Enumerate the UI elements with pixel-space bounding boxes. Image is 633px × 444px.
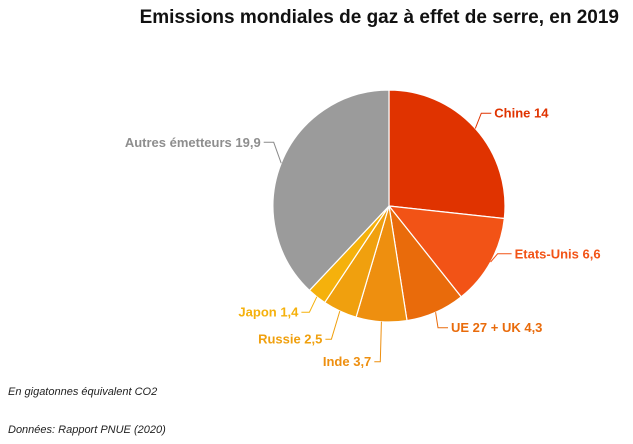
data-label-japon: Japon 1,4 <box>238 305 299 320</box>
data-label-chine: Chine 14 <box>494 106 549 121</box>
data-label-etats-unis: Etats-Unis 6,6 <box>515 246 601 261</box>
leader-line-autres-emetteurs <box>263 141 282 164</box>
data-label-autres-emetteurs: Autres émetteurs 19,9 <box>125 135 261 150</box>
data-label-russie: Russie 2,5 <box>258 332 322 347</box>
leader-line-japon <box>301 296 318 313</box>
unit-note: En gigatonnes équivalent CO2 <box>8 386 158 398</box>
pie-slice-autres-emetteurs <box>272 89 390 292</box>
pie-slice-chine <box>388 89 506 220</box>
data-label-ue-27-uk: UE 27 + UK 4,3 <box>451 320 542 335</box>
leader-line-chine <box>474 112 492 129</box>
data-label-inde: Inde 3,7 <box>323 354 371 369</box>
leader-line-russie <box>325 310 341 340</box>
leader-line-inde <box>374 321 382 363</box>
source-note: Données: Rapport PNUE (2020) <box>8 424 166 436</box>
chart-title: Emissions mondiales de gaz à effet de se… <box>139 7 619 28</box>
leader-line-ue-27-uk <box>435 312 448 329</box>
leader-line-etats-unis <box>490 253 512 263</box>
